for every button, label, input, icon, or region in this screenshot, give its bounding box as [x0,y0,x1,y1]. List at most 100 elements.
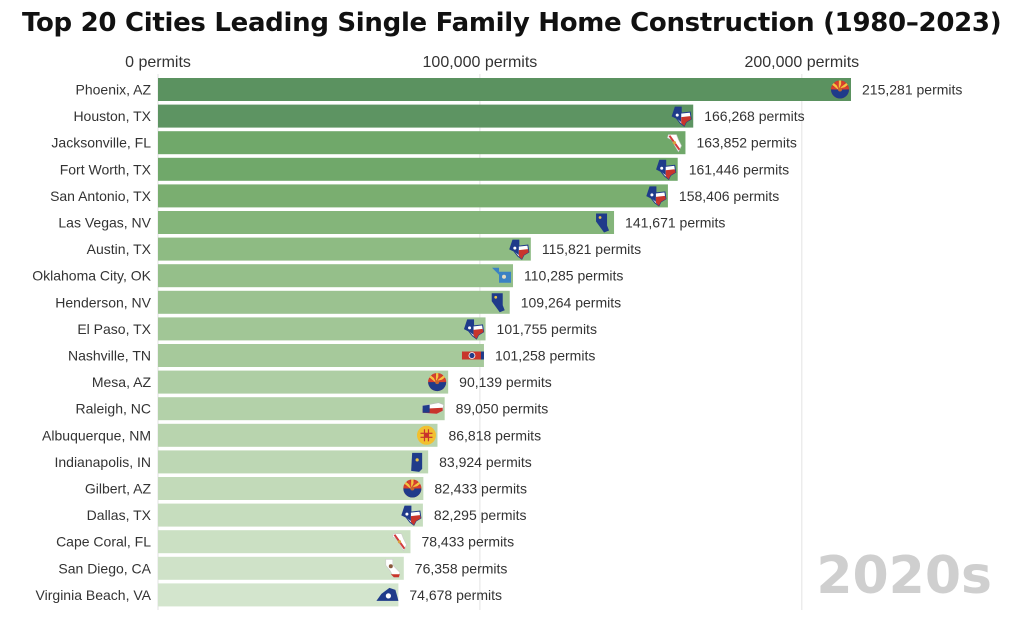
category-label: Gilbert, AZ [85,481,152,497]
state-flag-icon [596,213,610,233]
category-label: Oklahoma City, OK [32,268,151,284]
x-axis-ticks: 0 permits 100,000 permits 200,000 permits [125,54,859,71]
value-label: 86,818 permits [448,427,541,443]
state-flag-icon [509,239,530,260]
state-flag-icon [461,351,484,360]
bar-row: Oklahoma City, OK 110,285 permits [32,264,623,288]
category-label: Fort Worth, TX [60,161,152,177]
category-label: Raleigh, NC [76,401,151,417]
category-label: Cape Coral, FL [56,534,151,550]
category-label: Henderson, NV [55,294,151,310]
state-flag-icon [392,533,407,552]
bar-row: Henderson, NV 109,264 permits [55,290,621,314]
bar-row: Houston, TX 166,268 permits [73,104,805,128]
category-label: Mesa, AZ [92,374,152,390]
bar [158,503,423,527]
value-label: 83,924 permits [439,454,532,470]
bar-row: Gilbert, AZ 82,433 permits [85,477,527,500]
category-label: Austin, TX [87,241,152,257]
bar-row: Indianapolis, IN 83,924 permits [54,450,532,474]
category-label: Indianapolis, IN [54,454,151,470]
bar [158,317,486,341]
value-label: 158,406 permits [679,188,779,204]
value-label: 76,358 permits [415,560,508,576]
category-label: Phoenix, AZ [76,82,152,98]
category-label: Albuquerque, NM [42,427,151,443]
bar [158,344,484,367]
bar [158,211,615,234]
value-label: 89,050 permits [456,401,549,417]
bar [158,397,445,421]
state-flag-icon [656,159,677,181]
bar-row: Las Vegas, NV 141,671 permits [58,211,725,234]
bar-row: Nashville, TN 101,258 permits [68,344,595,367]
gridlines [157,74,803,610]
chart-title: Top 20 Cities Leading Single Family Home… [22,8,1002,38]
value-label: 90,139 permits [459,374,552,390]
bar [158,131,686,155]
bar-row: San Antonio, TX 158,406 permits [50,184,779,208]
value-label: 115,821 permits [542,241,641,257]
bars: Phoenix, AZ 215,281 permits Houston, TX 166… [32,78,962,607]
state-flag-icon [403,479,422,498]
state-flag-icon [385,558,401,578]
value-label: 166,268 permits [704,108,804,124]
bar [158,450,429,474]
bar [158,184,668,208]
bar-row: Raleigh, NC 89,050 permits [76,397,549,421]
state-flag-icon [401,505,422,526]
state-flag-icon [830,80,850,99]
x-tick-label: 200,000 permits [744,54,859,71]
state-flag-icon [667,134,682,153]
bar [158,157,678,181]
x-tick-label: 0 permits [125,54,191,71]
category-label: Nashville, TN [68,348,151,364]
bar-row: Jacksonville, FL 163,852 permits [51,131,797,155]
period-label: 2020s [816,546,992,606]
bar [158,583,399,607]
category-label: Dallas, TX [87,507,152,523]
x-tick-label: 100,000 permits [423,54,538,71]
value-label: 161,446 permits [689,161,789,177]
bar-row: Mesa, AZ 90,139 permits [92,370,552,394]
value-label: 74,678 permits [409,587,502,603]
bar-row: El Paso, TX 101,755 permits [77,317,597,341]
state-flag-icon [463,319,485,340]
bar-row: Cape Coral, FL 78,433 permits [56,530,514,554]
value-label: 101,258 permits [495,348,595,364]
value-label: 101,755 permits [497,321,597,337]
value-label: 78,433 permits [421,534,514,550]
state-flag-icon [646,186,667,207]
bar-row: Phoenix, AZ 215,281 permits [76,78,962,101]
state-flag-icon [411,452,423,472]
bar [158,237,531,261]
value-label: 215,281 permits [862,82,962,98]
category-label: Houston, TX [73,108,151,124]
state-flag-icon [492,267,512,283]
value-label: 163,852 permits [696,135,796,151]
bar [158,104,694,128]
bar-row: Fort Worth, TX 161,446 permits [60,157,789,181]
bar [158,370,449,394]
bar [158,530,411,554]
state-flag-icon [416,425,436,445]
bar-row: Virginia Beach, VA 74,678 permits [36,583,502,607]
state-flag-icon [491,293,505,313]
bar [158,264,514,288]
bar-row: Austin, TX 115,821 permits [87,237,641,261]
category-label: San Diego, CA [58,560,151,576]
bar-row: San Diego, CA 76,358 permits [58,556,508,580]
value-label: 110,285 permits [524,268,623,284]
bar [158,556,404,580]
state-flag-icon [671,106,692,127]
category-label: Las Vegas, NV [58,215,151,231]
bar [158,290,510,314]
bar [158,477,424,500]
bar-row: Albuquerque, NM 86,818 permits [42,423,541,447]
value-label: 141,671 permits [625,215,725,231]
value-label: 82,433 permits [434,481,527,497]
category-label: Jacksonville, FL [51,135,151,151]
state-flag-icon [428,373,447,392]
category-label: San Antonio, TX [50,188,152,204]
